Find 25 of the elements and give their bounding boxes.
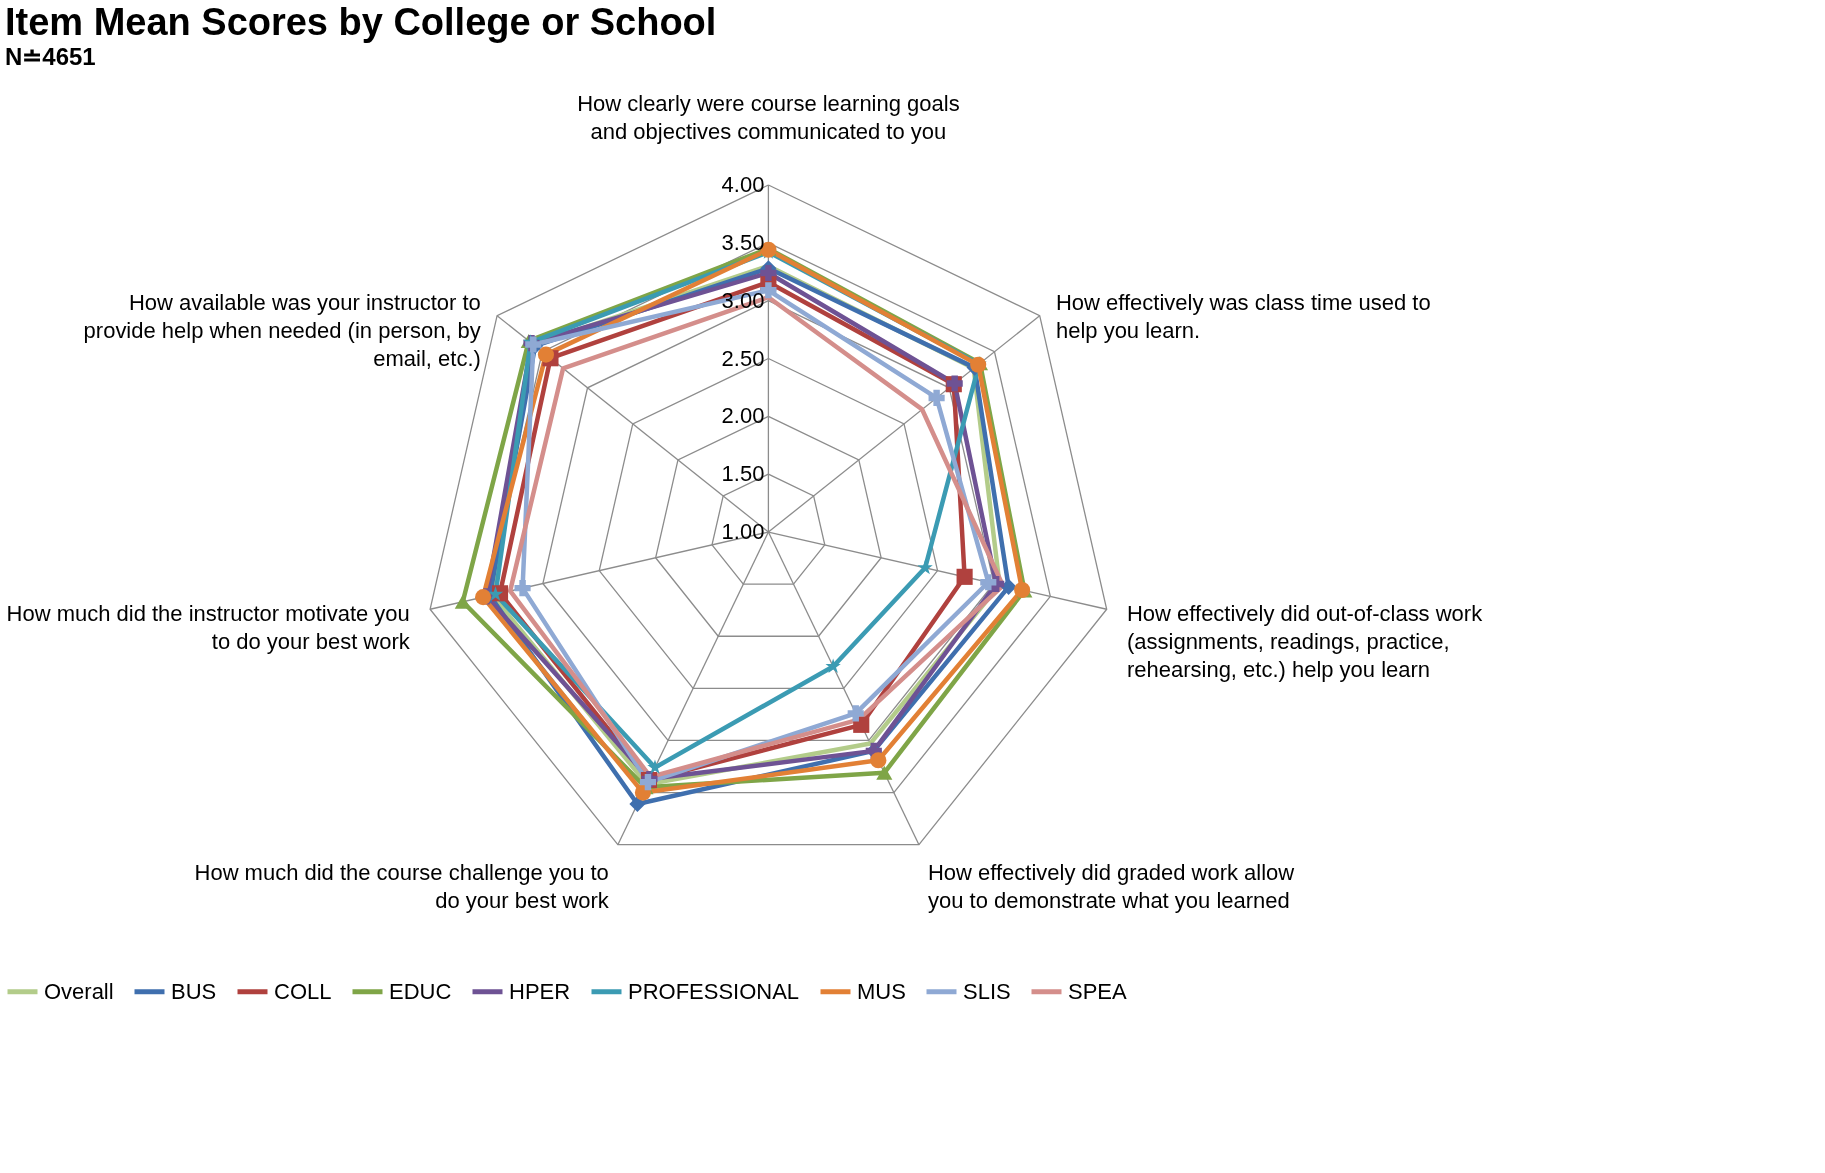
legend-label: EDUC [389,978,452,1004]
chart-subtitle: N≐4651 [5,43,96,70]
y-tick-label: 3.00 [721,287,765,313]
spoke-label: How effectively was class time used to help you learn. [1055,289,1431,343]
legend-label: SPEA [1068,978,1127,1004]
legend-label: Overall [44,978,114,1004]
y-tick-label: 3.50 [721,229,765,255]
spoke-label: How effectively did out-of-class work (assignments, readings, practice, rehearsing, etc.) help you learn [1126,600,1484,682]
legend-label: COLL [274,978,332,1004]
y-tick-label: 1.00 [721,519,765,545]
y-tick-label: 2.50 [721,345,765,371]
spoke-label: How clearly were course learning goals and objectives communicated to you [577,90,960,144]
spoke-label: How effectively did graded work allow you to demonstrate what you learned [927,860,1295,914]
spoke-label: How much did the course challenge you to do your best work [194,860,610,914]
legend-label: PROFESSIONAL [628,978,800,1004]
legend-label: SLIS [963,978,1011,1004]
legend-label: BUS [171,978,217,1004]
chart-title: Item Mean Scores by College or School [5,1,717,43]
legend-label: MUS [857,978,906,1004]
spoke-label: How available was your instructor to provide help when needed (in person, by email, etc.) [83,289,481,371]
spoke-label: How much did the instructor motivate you to do your best work [6,600,411,654]
y-tick-label: 4.00 [721,172,765,198]
y-tick-label: 2.00 [721,403,765,429]
y-tick-label: 1.50 [721,461,765,487]
legend-label: HPER [509,978,571,1004]
